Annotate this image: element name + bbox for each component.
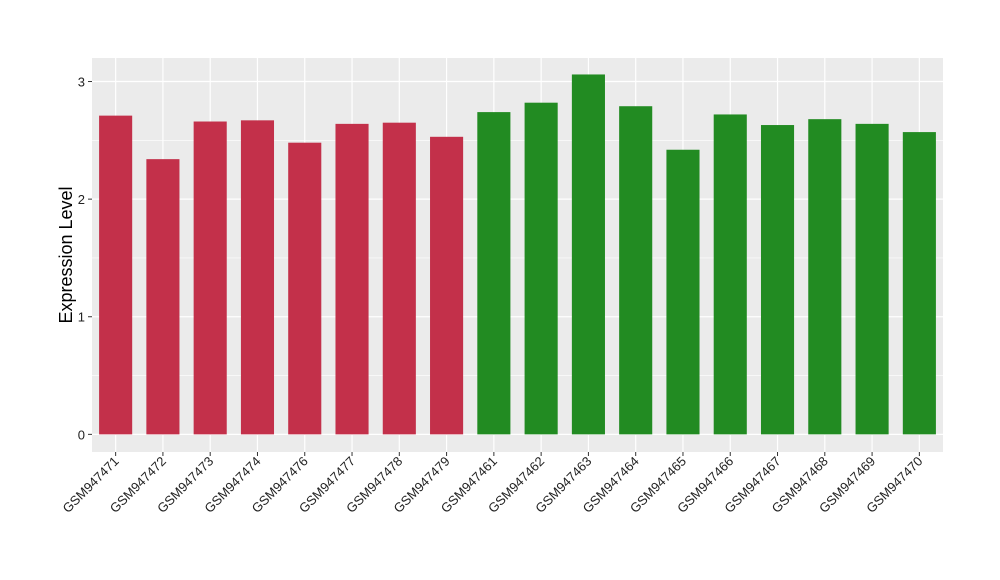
bar-GSM947467 [760, 125, 795, 435]
bar-GSM947477 [335, 123, 369, 435]
bar-GSM947476 [288, 142, 322, 435]
plot-panel [92, 58, 943, 452]
bar-GSM947473 [193, 121, 227, 435]
bar-GSM947470 [902, 132, 936, 435]
bar-GSM947478 [382, 122, 416, 435]
bar-GSM947479 [430, 136, 464, 435]
bar-GSM947472 [146, 159, 180, 435]
y-axis: 0 1 2 3 [78, 75, 92, 442]
y-tick-label: 2 [78, 192, 85, 207]
bar-GSM947471 [99, 115, 133, 435]
bar-GSM947463 [571, 74, 605, 435]
y-tick-label: 1 [78, 310, 85, 325]
bar-GSM947466 [713, 114, 747, 435]
bar-GSM947462 [524, 102, 558, 435]
x-axis: GSM947471GSM947472GSM947473GSM947474GSM9… [60, 452, 925, 516]
y-tick-label: 0 [78, 427, 85, 442]
bar-GSM947464 [619, 106, 653, 435]
y-tick-label: 3 [78, 75, 85, 90]
bar-GSM947469 [855, 123, 889, 435]
bar-GSM947468 [808, 119, 842, 435]
bar-GSM947461 [477, 112, 511, 435]
bars [99, 74, 936, 435]
bar-GSM947474 [240, 120, 275, 435]
y-axis-title: Expression Level [56, 186, 76, 323]
bar-GSM947465 [666, 149, 700, 435]
